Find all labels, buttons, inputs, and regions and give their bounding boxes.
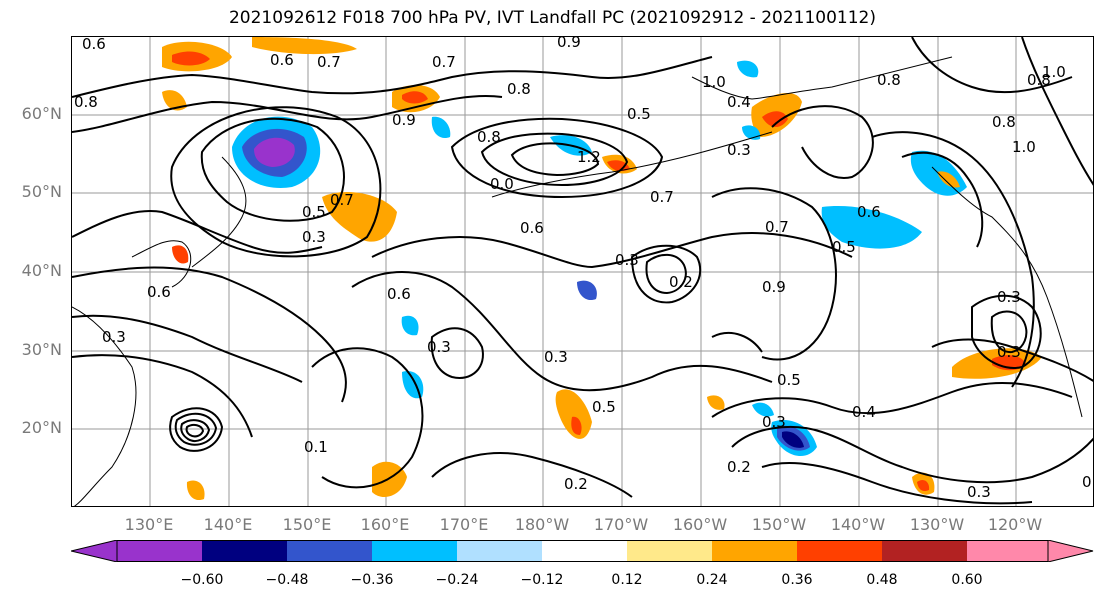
colorbar-tick: −0.12	[520, 572, 564, 588]
contour-label: 0.2	[669, 273, 693, 291]
contour-label: 0.3	[762, 413, 786, 431]
contour-label: 0.3	[997, 343, 1021, 361]
contour-label: 0.7	[765, 218, 789, 236]
colorbar-segment	[457, 540, 542, 562]
lon-label: 160°W	[672, 515, 728, 534]
lon-label: 170°E	[439, 515, 489, 534]
colorbar-segment	[882, 540, 967, 562]
contour-label: 0.8	[477, 128, 501, 146]
contour-label: 0.9	[557, 37, 581, 51]
contour-label: 1.2	[577, 148, 601, 166]
lat-label: 50°N	[21, 182, 62, 201]
lat-label: 60°N	[21, 104, 62, 123]
contour-label: 0.7	[317, 53, 341, 71]
map-title: 2021092612 F018 700 hPa PV, IVT Landfall…	[228, 8, 876, 28]
contour-label: 0.7	[650, 188, 674, 206]
lon-label: 150°E	[282, 515, 332, 534]
contour-label: 0.6	[387, 285, 411, 303]
contour-label: 0.8	[877, 71, 901, 89]
lon-label: 180°W	[514, 515, 570, 534]
contour-label: 0.5	[777, 371, 801, 389]
contour-label: 0.6	[520, 219, 544, 237]
contour-label: 0.9	[762, 278, 786, 296]
contour-label: 0.3	[967, 483, 991, 501]
contour-label: 0.8	[992, 113, 1016, 131]
lon-label: 160°E	[360, 515, 410, 534]
contour-label-group: 0.6 0.6 0.7 0.7 0.8 0.8 0.9 0.9 1.0 1.0 …	[74, 37, 1094, 501]
contour-label: 0.3	[302, 228, 326, 246]
colorbar-arrow-left	[71, 540, 118, 562]
lat-label: 40°N	[21, 261, 62, 280]
contour-label: 0.6	[82, 37, 106, 53]
contour-label: 0.3	[615, 251, 639, 269]
contour-label: 0.5	[592, 398, 616, 416]
contour-label: 0.3	[997, 288, 1021, 306]
contour-label: 1.0	[702, 73, 726, 91]
colorbar-segment	[627, 540, 712, 562]
contour-label: 0.0	[490, 175, 514, 193]
lon-label: 150°W	[751, 515, 807, 534]
colorbar-segment	[967, 540, 1048, 562]
contour-label: 0.6	[147, 283, 171, 301]
lat-label: 20°N	[21, 418, 62, 437]
contour-label: 0.2	[564, 475, 588, 493]
lon-label: 140°W	[830, 515, 886, 534]
contour-label: 0.7	[432, 53, 456, 71]
map-canvas: 0.6 0.6 0.7 0.7 0.8 0.8 0.9 0.9 1.0 1.0 …	[72, 37, 1094, 506]
contour-label: 0.8	[1027, 71, 1051, 89]
contour-label: 0.4	[727, 93, 751, 111]
colorbar-segment	[797, 540, 882, 562]
pv-anomaly-fills	[162, 37, 1042, 501]
colorbar-tick: 0.12	[611, 572, 643, 588]
contour-label: 0.6	[270, 51, 294, 69]
colorbar-tick: −0.36	[350, 572, 394, 588]
lon-label: 140°E	[203, 515, 253, 534]
contour-label: 0.2	[727, 458, 751, 476]
colorbar-segment	[542, 540, 627, 562]
colorbar-tick: 0.36	[781, 572, 813, 588]
lat-label: 30°N	[21, 340, 62, 359]
colorbar-tick: −0.24	[435, 572, 479, 588]
contour-label: 0.5	[1082, 473, 1094, 491]
coastlines	[72, 56, 1083, 506]
lon-label: 170°W	[593, 515, 649, 534]
lon-label: 130°E	[124, 515, 174, 534]
lon-label: 130°W	[909, 515, 965, 534]
contour-label: 0.3	[427, 338, 451, 356]
contour-label: 1.0	[1042, 63, 1066, 81]
colorbar-tick: −0.60	[180, 572, 224, 588]
contour-label: 0.3	[102, 328, 126, 346]
contour-label: 0.6	[857, 203, 881, 221]
contour-label: 0.9	[392, 111, 416, 129]
contour-label: 1.0	[1012, 138, 1036, 156]
map-plot-area: 0.6 0.6 0.7 0.7 0.8 0.8 0.9 0.9 1.0 1.0 …	[71, 36, 1094, 507]
contour-label: 0.4	[852, 403, 876, 421]
colorbar-tick: 0.60	[951, 572, 983, 588]
contour-label: 0.1	[304, 438, 328, 456]
colorbar-tick: 0.24	[696, 572, 728, 588]
contour-label: 0.8	[74, 93, 98, 111]
contour-label: 0.8	[507, 80, 531, 98]
colorbar-arrow-right	[1047, 540, 1094, 562]
colorbar-segment	[117, 540, 202, 562]
colorbar-tick: −0.48	[265, 572, 309, 588]
lon-label: 120°W	[987, 515, 1043, 534]
contour-label: 0.5	[302, 203, 326, 221]
contour-label: 0.7	[330, 191, 354, 209]
contour-label: 0.5	[627, 105, 651, 123]
contour-label: 0.3	[544, 348, 568, 366]
colorbar-tick: 0.48	[866, 572, 898, 588]
colorbar-segment	[712, 540, 797, 562]
pv-contours	[72, 37, 1093, 505]
colorbar-segment	[287, 540, 372, 562]
contour-label: 0.3	[727, 141, 751, 159]
colorbar-segment	[372, 540, 457, 562]
colorbar	[71, 540, 1094, 562]
contour-label: 0.5	[832, 238, 856, 256]
colorbar-segment	[202, 540, 287, 562]
